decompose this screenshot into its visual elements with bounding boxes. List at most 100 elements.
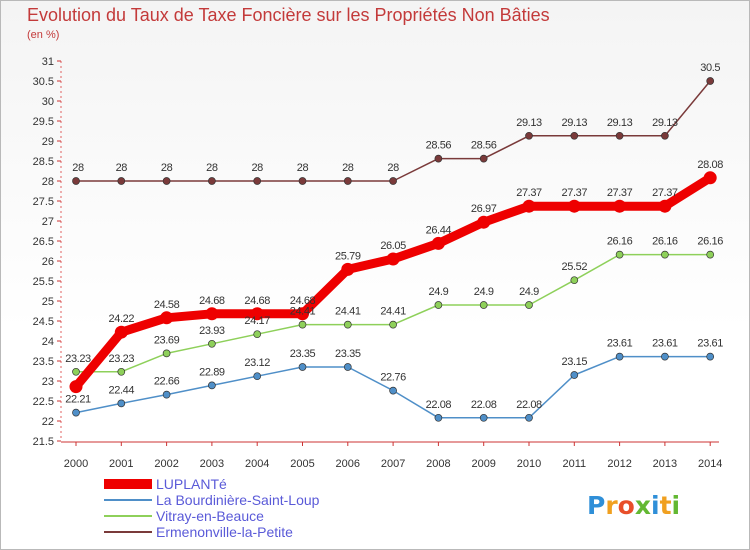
data-point-0: [114, 325, 128, 339]
data-point-0: [386, 252, 400, 266]
y-tick-label: 21.5: [33, 436, 54, 448]
data-point-1: [525, 413, 533, 422]
data-point-1: [434, 413, 443, 422]
y-tick-label: 27.5: [33, 196, 54, 208]
data-label: 24.58: [154, 299, 180, 311]
legend-swatch: [104, 479, 152, 489]
data-label: 28: [342, 162, 354, 174]
data-point-2: [389, 320, 397, 329]
data-point-1: [162, 390, 171, 399]
data-point-2: [208, 339, 216, 348]
data-point-0: [250, 307, 264, 321]
data-label: 26.16: [607, 236, 633, 248]
data-point-3: [117, 177, 126, 185]
data-point-2: [162, 349, 171, 358]
x-tick-label: 2007: [381, 458, 405, 470]
data-point-3: [434, 154, 443, 163]
data-label: 28: [161, 162, 173, 174]
data-label: 23.61: [652, 338, 678, 350]
axes: 21.5 22 22.5 23 23.5 24 24.5 25 25.5 26 26.5 27 27.5…: [33, 56, 723, 470]
legend-label: Vitray-en-Beauce: [156, 508, 264, 524]
legend-item: Ermenonville-la-Petite: [104, 524, 293, 540]
x-tick-label: 2008: [426, 458, 450, 470]
y-tick-label: 23.5: [33, 356, 54, 368]
data-label: 27.37: [607, 187, 633, 199]
data-label: 29.13: [516, 117, 542, 129]
data-point-2: [253, 330, 262, 339]
chart-title: Evolution du Taux de Taxe Foncière sur l…: [27, 5, 550, 25]
data-label: 23.23: [65, 353, 91, 365]
y-tick-label: 24.5: [33, 316, 54, 328]
y-tick-label: 31: [42, 56, 54, 68]
y-tick-label: 28: [42, 176, 54, 188]
legend-swatch: [104, 499, 152, 501]
logo-letter: i: [671, 491, 681, 520]
y-tick-label: 30.5: [33, 76, 54, 88]
data-label: 26.05: [380, 240, 406, 252]
x-tick-label: 2001: [109, 458, 133, 470]
data-label: 22.76: [380, 372, 406, 384]
data-label: 24.9: [519, 286, 539, 298]
y-tick-label: 26: [42, 256, 54, 268]
data-label: 28.56: [426, 140, 452, 152]
data-point-0: [205, 307, 219, 321]
x-tick-label: 2005: [290, 458, 314, 470]
data-point-1: [253, 372, 262, 381]
x-tick-label: 2009: [471, 458, 495, 470]
x-tick-label: 2000: [64, 458, 88, 470]
data-point-0: [522, 199, 536, 213]
data-point-1: [615, 352, 624, 361]
data-label: 23.61: [697, 338, 723, 350]
data-point-0: [69, 380, 83, 394]
data-label: 24.68: [244, 295, 270, 307]
data-label: 30.5: [700, 62, 720, 74]
data-label: 26.97: [471, 203, 497, 215]
data-label: 23.23: [109, 353, 135, 365]
data-point-3: [615, 131, 624, 140]
data-point-1: [343, 363, 352, 371]
y-tick-label: 26.5: [33, 236, 54, 248]
legend-swatch: [104, 515, 152, 517]
data-label: 25.52: [562, 261, 588, 273]
data-label: 24.17: [244, 315, 270, 327]
data-point-2: [706, 250, 715, 259]
data-point-3: [525, 131, 533, 140]
data-label: 22.21: [65, 394, 91, 406]
data-point-1: [570, 371, 579, 379]
data-point-2: [615, 250, 624, 259]
data-point-3: [208, 177, 216, 185]
x-tick-label: 2010: [517, 458, 541, 470]
data-point-0: [477, 215, 491, 229]
x-tick-label: 2004: [245, 458, 269, 470]
y-tick-label: 29.5: [33, 116, 54, 128]
data-label: 27.37: [652, 187, 678, 199]
legend-swatch: [104, 531, 152, 533]
y-tick-label: 27: [42, 216, 54, 228]
logo-letter: x: [634, 491, 651, 520]
proxiti-logo: Proxiti: [587, 491, 680, 520]
logo-letter: P: [587, 491, 606, 520]
data-point-0: [703, 171, 717, 185]
data-point-1: [661, 352, 669, 361]
data-label: 28: [116, 162, 128, 174]
data-point-2: [434, 301, 443, 309]
data-point-2: [479, 301, 488, 309]
data-label: 27.37: [562, 187, 588, 199]
data-label: 22.89: [199, 366, 225, 378]
y-tick-label: 23: [42, 376, 54, 388]
data-label: 28: [387, 162, 399, 174]
data-point-2: [298, 320, 307, 329]
y-tick-label: 25: [42, 296, 54, 308]
data-labels: 28 28 28 28 28 28 28 28 28.56 28.56 29.13 29.13 29.1…: [65, 62, 723, 411]
data-point-3: [389, 177, 397, 185]
x-tick-label: 2003: [200, 458, 224, 470]
data-label: 22.08: [516, 399, 542, 411]
data-label: 26.16: [697, 236, 723, 248]
data-label: 26.44: [426, 224, 452, 236]
data-point-0: [431, 236, 445, 250]
data-label: 24.9: [474, 286, 494, 298]
legend-label: LUPLANTé: [156, 476, 227, 492]
data-label: 23.61: [607, 338, 633, 350]
y-tick-label: 29: [42, 136, 54, 148]
